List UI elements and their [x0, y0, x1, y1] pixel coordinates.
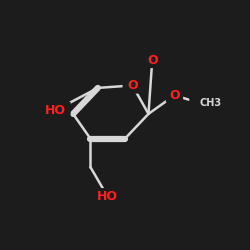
- Text: O: O: [147, 54, 158, 67]
- FancyBboxPatch shape: [166, 88, 183, 103]
- FancyBboxPatch shape: [144, 53, 161, 68]
- Text: CH3: CH3: [199, 98, 221, 108]
- FancyBboxPatch shape: [41, 102, 70, 119]
- FancyBboxPatch shape: [122, 77, 142, 94]
- Text: HO: HO: [45, 104, 66, 117]
- Text: O: O: [169, 89, 180, 102]
- Text: HO: HO: [97, 190, 118, 203]
- FancyBboxPatch shape: [189, 95, 219, 110]
- FancyBboxPatch shape: [93, 188, 122, 205]
- Text: O: O: [127, 79, 138, 92]
